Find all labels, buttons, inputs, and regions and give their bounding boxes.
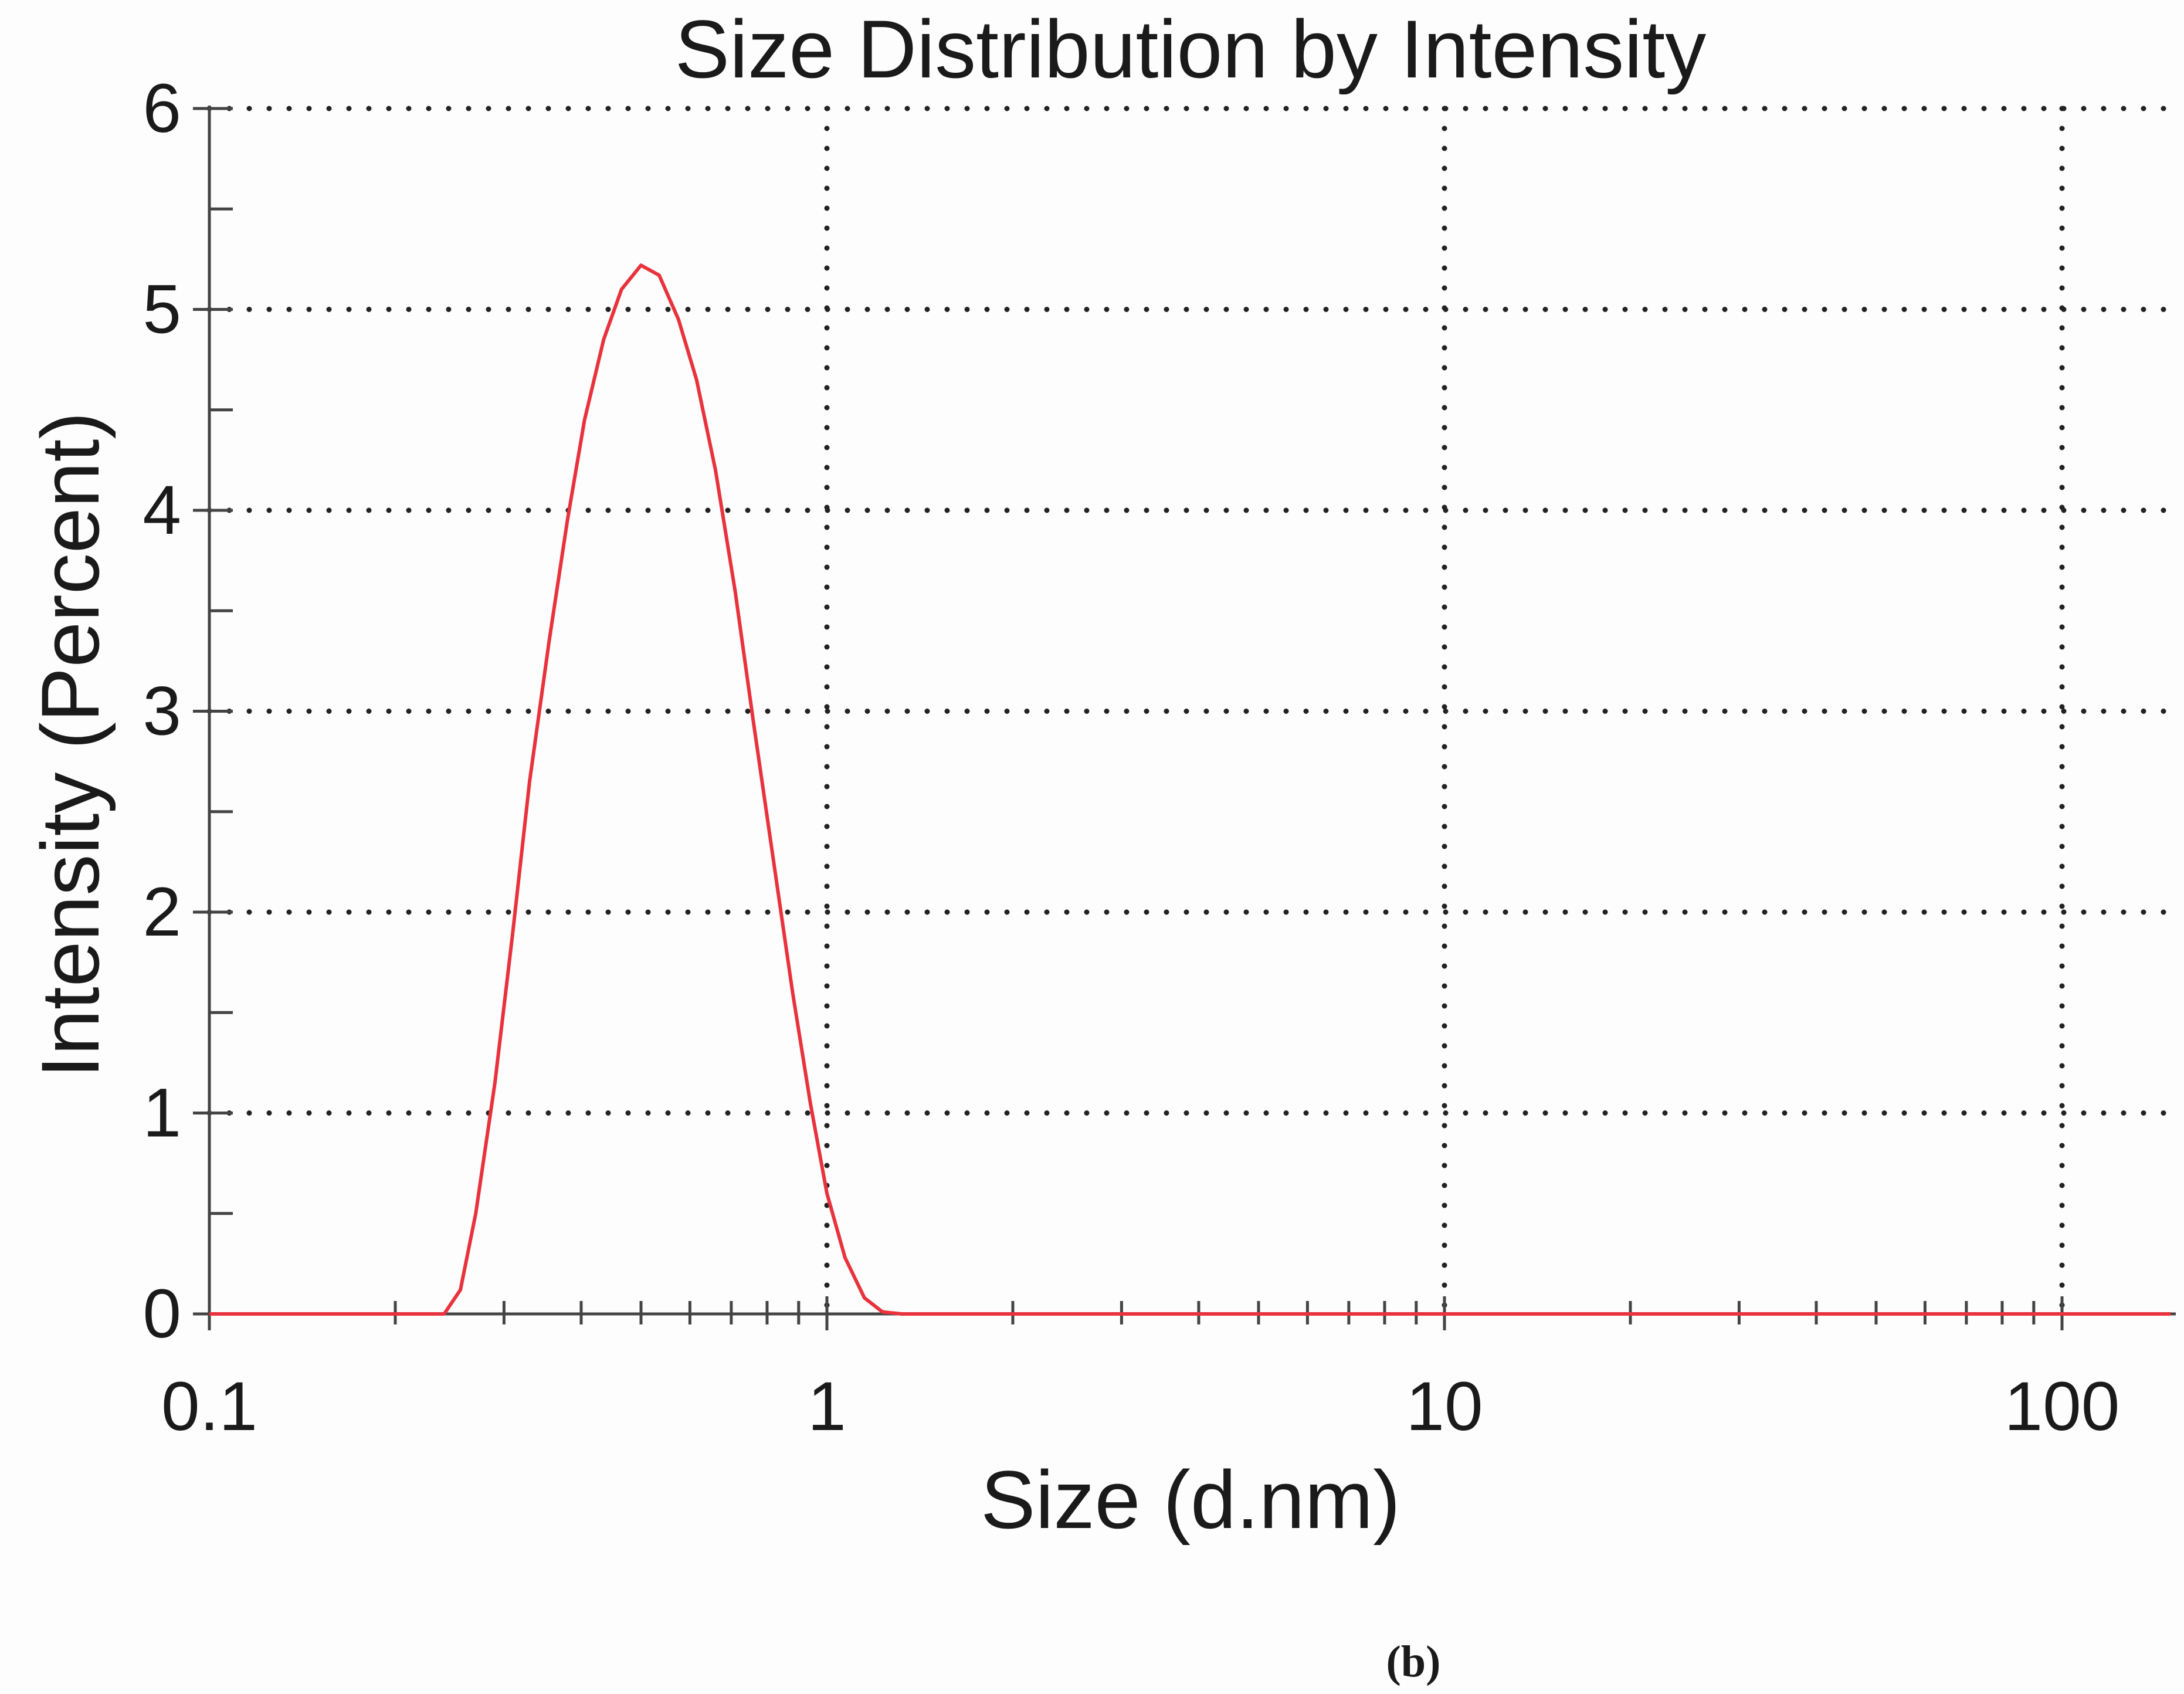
- y-tick-label: 5: [143, 271, 181, 348]
- grid-lines: [206, 106, 2179, 1317]
- tick-marks: [193, 107, 2064, 1330]
- y-tick-label: 3: [143, 673, 181, 750]
- x-tick-label: 0.1: [161, 1368, 257, 1445]
- tick-labels: 0 1 2 3 4 5 6 0.1 1 10 100: [143, 70, 2119, 1445]
- y-axis-label: Intensity (Percent): [24, 412, 116, 1078]
- axes: [208, 106, 2176, 1316]
- y-tick-label: 1: [143, 1075, 181, 1152]
- x-tick-label: 100: [2005, 1368, 2120, 1445]
- x-tick-label: 10: [1406, 1368, 1483, 1445]
- y-tick-label: 6: [143, 70, 181, 147]
- chart-title: Size Distribution by Intensity: [675, 3, 1707, 95]
- series-layer: [209, 263, 2171, 1316]
- y-tick-label: 0: [143, 1275, 181, 1353]
- x-axis-label: Size (d.nm): [981, 1454, 1400, 1546]
- y-tick-label: 2: [143, 873, 181, 951]
- panel-label: (b): [1386, 1637, 1441, 1686]
- x-tick-label: 1: [808, 1368, 846, 1445]
- y-tick-label: 4: [143, 472, 181, 549]
- series-line: [209, 263, 2171, 1316]
